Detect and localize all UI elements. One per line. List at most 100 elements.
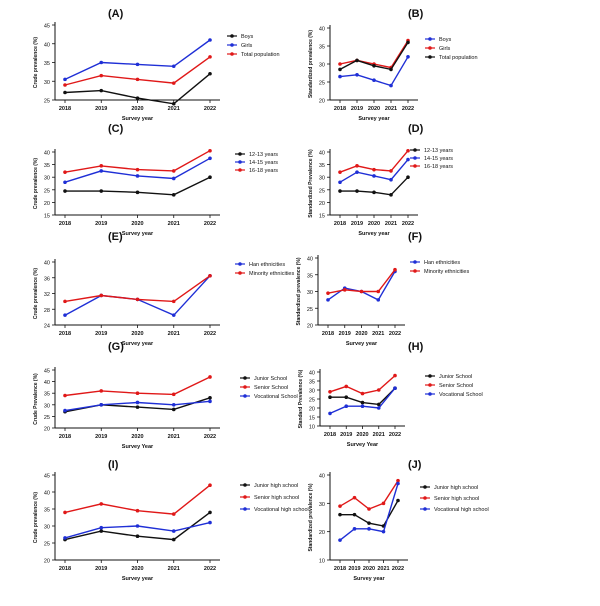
legend-label: Minority ethnicities [424, 269, 469, 275]
y-tick-label: 25 [307, 307, 313, 313]
data-point [338, 538, 342, 542]
series-line [339, 480, 399, 510]
y-tick-label: 35 [44, 392, 50, 398]
y-tick-label: 25 [44, 99, 50, 105]
legend-label: Junior School [439, 374, 472, 380]
data-point [326, 298, 330, 302]
x-tick-label: 2022 [204, 106, 216, 112]
data-point [338, 504, 342, 508]
data-point [208, 399, 212, 404]
x-tick-label: 2019 [339, 331, 351, 337]
data-point [99, 73, 104, 78]
legend-marker [423, 507, 427, 511]
series-line [327, 271, 396, 301]
legend-label: Senior high school [434, 496, 479, 502]
x-tick-label: 2018 [334, 106, 346, 112]
data-point [171, 403, 176, 407]
data-point [344, 404, 349, 409]
series-line [64, 275, 211, 303]
data-point [360, 404, 365, 409]
x-axis-title: Survey year [358, 231, 390, 237]
data-point [328, 395, 332, 400]
panel-label: (B) [408, 8, 424, 20]
y-tick-label: 25 [44, 188, 50, 194]
data-point [376, 298, 381, 302]
y-tick-label: 35 [309, 380, 315, 386]
data-point [171, 64, 176, 69]
x-tick-label: 2021 [168, 221, 180, 227]
data-point [360, 391, 365, 396]
y-tick-label: 15 [319, 214, 325, 220]
data-point [208, 375, 212, 379]
y-tick-label: 40 [44, 151, 50, 157]
legend-label: 14-15 years [424, 156, 453, 162]
data-point [135, 77, 140, 82]
y-tick-label: 15 [309, 416, 315, 422]
legend-label: Vocational high school [254, 507, 309, 513]
legend-marker [413, 148, 417, 152]
y-tick-label: 30 [44, 525, 50, 531]
data-point [360, 400, 365, 405]
data-point [326, 291, 330, 295]
x-tick-label: 2022 [389, 331, 401, 337]
x-tick-label: 2019 [340, 432, 352, 438]
x-tick-label: 2020 [363, 566, 375, 572]
y-tick-label: 30 [44, 80, 50, 86]
data-point [171, 313, 176, 317]
data-point [135, 400, 140, 405]
data-point [171, 407, 176, 412]
x-tick-label: 2019 [348, 566, 360, 572]
data-point [376, 289, 381, 294]
x-axis-title: Survey year [122, 576, 154, 582]
data-point [171, 176, 176, 181]
data-point [99, 502, 104, 506]
data-point [99, 88, 104, 93]
y-tick-label: 40 [44, 261, 50, 267]
legend-label: 16-18 years [249, 168, 278, 174]
data-point [171, 392, 176, 397]
data-point [63, 536, 67, 540]
data-point [135, 297, 140, 302]
data-point [406, 40, 410, 45]
y-tick-label: 40 [44, 380, 50, 386]
data-point [135, 167, 140, 172]
y-tick-label: 25 [44, 415, 50, 421]
y-tick-label: 20 [319, 530, 325, 536]
x-axis-title: Survey year [353, 576, 385, 582]
data-point [389, 193, 393, 197]
y-tick-label: 40 [44, 491, 50, 497]
legend-label: Total population [241, 52, 280, 58]
x-tick-label: 2020 [131, 221, 143, 227]
legend-marker [243, 376, 247, 380]
y-tick-label: 20 [309, 407, 315, 413]
legend-marker [243, 495, 247, 499]
y-axis-title: Standardized prevalence (%) [296, 257, 302, 325]
y-tick-label: 10 [309, 425, 315, 431]
legend-marker [428, 392, 432, 396]
data-point [99, 189, 104, 193]
x-tick-label: 2018 [59, 106, 71, 112]
x-tick-label: 2019 [95, 566, 107, 572]
y-axis-title: Standard Prevalence (%) [298, 369, 304, 428]
data-point [171, 299, 176, 304]
y-tick-label: 40 [319, 27, 325, 33]
y-tick-label: 30 [319, 63, 325, 69]
data-point [63, 170, 67, 174]
data-point [389, 169, 393, 173]
panel-label: (H) [408, 341, 424, 353]
data-point [99, 164, 104, 168]
x-tick-label: 2022 [389, 432, 401, 438]
legend-marker [428, 46, 432, 50]
data-point [376, 388, 381, 392]
data-point [99, 389, 104, 393]
y-axis-title: Crude prevalence (%) [33, 492, 39, 543]
data-point [208, 273, 212, 278]
y-tick-label: 20 [44, 427, 50, 433]
legend-label: 16-18 years [424, 164, 453, 170]
data-point [171, 193, 176, 197]
data-point [208, 175, 212, 179]
data-point [63, 393, 67, 398]
data-point [393, 373, 397, 378]
data-point [171, 101, 176, 106]
y-axis-title: Crude prevalence (%) [33, 37, 39, 88]
